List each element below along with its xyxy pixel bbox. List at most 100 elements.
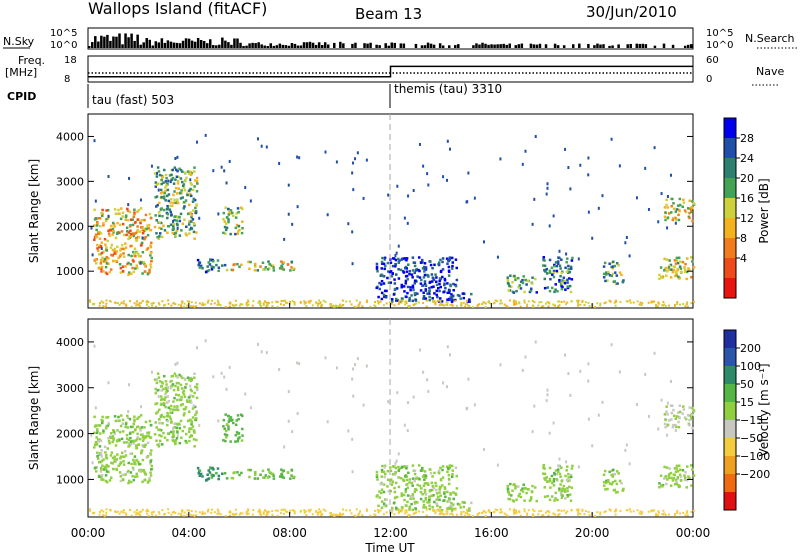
nsky-bar — [257, 42, 260, 48]
power-cell — [135, 239, 138, 242]
velocity-cell — [579, 369, 582, 373]
power-cell — [262, 303, 265, 306]
velocity-cell — [425, 482, 428, 485]
power-cell — [160, 182, 163, 186]
nsky-bar — [205, 43, 209, 48]
power-cell — [426, 273, 430, 277]
power-cell — [122, 302, 125, 305]
velocity-cell — [201, 511, 204, 514]
nsky-bar — [578, 43, 581, 48]
velocity-cell — [665, 405, 668, 408]
power-cell — [413, 282, 417, 285]
power-cell — [660, 192, 663, 196]
velocity-cell — [98, 445, 102, 448]
velocity-cell — [204, 478, 208, 482]
velocity-cell — [405, 511, 408, 514]
velocity-cell — [158, 428, 161, 431]
power-cell — [105, 218, 108, 221]
power-cell — [119, 207, 123, 210]
power-cell — [239, 303, 242, 306]
velocity-cell — [102, 510, 105, 513]
power-cell — [499, 299, 502, 302]
power-cell — [231, 211, 234, 215]
power-cell — [247, 303, 250, 306]
power-cell — [442, 290, 445, 294]
power-cell — [247, 260, 250, 264]
power-cell — [291, 300, 294, 303]
nsky-bar — [556, 45, 560, 48]
velocity-cell — [164, 386, 168, 389]
velocity-cell — [127, 479, 131, 483]
power-cell — [422, 297, 425, 300]
velocity-cell — [618, 479, 622, 483]
power-cell — [155, 219, 159, 222]
velocity-cell — [240, 439, 244, 442]
nave-tick-top: 60 — [706, 55, 719, 66]
velocity-cell — [685, 486, 688, 489]
velocity-cell — [106, 415, 110, 419]
velocity-cell — [667, 419, 671, 422]
power-cell — [238, 228, 241, 232]
power-cell — [542, 264, 545, 267]
velocity-cell — [283, 445, 286, 449]
power-cell — [567, 264, 570, 268]
velocity-cell — [448, 500, 451, 503]
power-cell — [596, 302, 599, 305]
velocity-cell — [685, 478, 689, 482]
velocity-cell — [175, 437, 179, 440]
velocity-cell — [378, 490, 381, 493]
power-cell — [127, 237, 130, 241]
velocity-cell — [287, 419, 290, 423]
power-cell — [187, 223, 191, 226]
nsky-bar — [94, 36, 97, 48]
power-cell — [221, 264, 224, 267]
velocity-cell — [478, 512, 481, 515]
velocity-cell — [324, 509, 327, 512]
power-cell — [194, 211, 198, 215]
nsky-bar — [305, 42, 309, 48]
velocity-cell — [400, 466, 404, 469]
velocity-cell — [380, 500, 384, 503]
velocity-cell — [570, 467, 574, 470]
velocity-cell — [158, 408, 161, 412]
power-cell — [93, 139, 96, 143]
power-cell — [561, 279, 564, 282]
power-cell — [655, 303, 658, 306]
power-cell — [174, 231, 178, 235]
velocity-cell — [241, 434, 244, 437]
power-cell — [186, 212, 190, 216]
power-cell — [674, 270, 678, 274]
power-cell — [188, 232, 191, 235]
velocity-cell — [132, 458, 135, 462]
velocity-cell — [178, 441, 182, 445]
velocity-cell — [513, 483, 516, 486]
velocity-cell — [141, 439, 145, 442]
velocity-cell — [142, 468, 145, 472]
power-cell — [577, 299, 580, 302]
colorbar-swatch — [724, 118, 736, 139]
power-cell — [451, 264, 454, 268]
power-cell — [500, 302, 503, 305]
power-cell — [602, 276, 606, 279]
velocity-cell — [177, 381, 180, 385]
velocity-cell — [614, 513, 617, 516]
velocity-cell — [109, 509, 112, 512]
power-cell — [224, 222, 228, 225]
x-tick-label: 00:00 — [676, 526, 711, 540]
velocity-cell — [636, 509, 639, 512]
velocity-cell — [119, 457, 122, 460]
power-cell — [411, 256, 415, 259]
velocity-cell — [666, 401, 669, 405]
power-cell — [248, 267, 251, 271]
velocity-cell — [564, 474, 567, 478]
y-tick-label: 4000 — [56, 130, 84, 143]
power-cell — [189, 173, 193, 176]
velocity-cell — [94, 470, 98, 473]
velocity-cell — [449, 504, 452, 508]
velocity-cell — [315, 511, 318, 514]
power-cell — [224, 206, 227, 209]
power-cell — [394, 258, 398, 262]
velocity-cell — [329, 514, 332, 517]
velocity-cell — [661, 485, 664, 488]
power-cell — [172, 301, 175, 304]
